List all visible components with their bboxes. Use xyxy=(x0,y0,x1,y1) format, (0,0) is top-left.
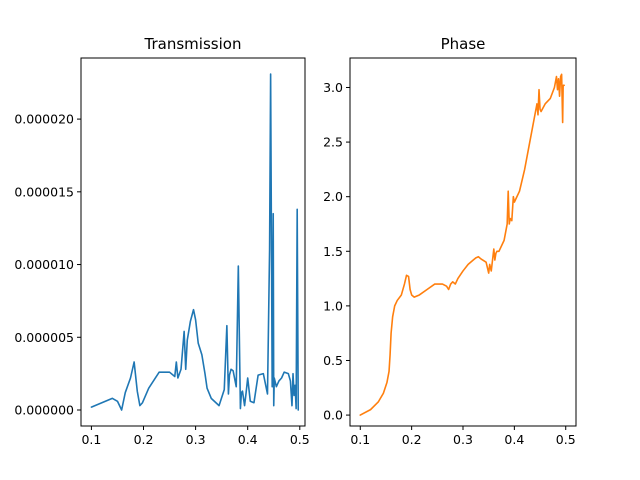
transmission-x-tick-label: 0.2 xyxy=(134,432,154,447)
transmission-axes-frame xyxy=(80,57,306,427)
transmission-y-tick-label: 0.000015 xyxy=(14,184,74,199)
phase-y-tick-label: 0.0 xyxy=(323,408,343,423)
transmission-series-line xyxy=(90,73,300,411)
phase-y-tick-label: 3.0 xyxy=(323,80,343,95)
phase-y-tick-label: 0.5 xyxy=(323,353,343,368)
phase-x-tick-label: 0.4 xyxy=(504,432,524,447)
phase-x-tick-label: 0.3 xyxy=(453,432,473,447)
phase-x-tick-label: 0.5 xyxy=(556,432,576,447)
phase-x-tick-label: 0.1 xyxy=(350,432,370,447)
phase-axes-frame xyxy=(349,57,577,427)
transmission-ticks: 0.1 0.2 0.3 0.4 0.5 0.000000 0.000005 0.000010 0… xyxy=(14,112,309,447)
transmission-x-tick-label: 0.3 xyxy=(186,432,206,447)
transmission-y-tick-label: 0.000000 xyxy=(14,403,74,418)
phase-y-tick-label: 2.5 xyxy=(323,135,343,150)
phase-chart: Phase 0.1 0.2 0.3 0.4 0.5 0.0 0.5 1.0 1.5 2.0 2.5 3… xyxy=(323,35,577,447)
phase-y-tick-label: 2.0 xyxy=(323,189,343,204)
transmission-y-tick-label: 0.000010 xyxy=(14,257,74,272)
transmission-x-tick-label: 0.5 xyxy=(290,432,310,447)
phase-title: Phase xyxy=(441,35,486,53)
phase-y-tick-label: 1.5 xyxy=(323,244,343,259)
transmission-chart: Transmission 0.1 0.2 0.3 0.4 0.5 0.000000 0.00… xyxy=(14,35,309,447)
phase-ticks: 0.1 0.2 0.3 0.4 0.5 0.0 0.5 1.0 1.5 2.0 2.5 3.0 xyxy=(323,80,576,447)
transmission-x-tick-label: 0.4 xyxy=(238,432,258,447)
transmission-x-tick-label: 0.1 xyxy=(81,432,101,447)
phase-series-line xyxy=(359,73,565,416)
phase-y-tick-label: 1.0 xyxy=(323,298,343,313)
transmission-y-tick-label: 0.000005 xyxy=(14,330,74,345)
transmission-y-tick-label: 0.000020 xyxy=(14,112,74,127)
transmission-title: Transmission xyxy=(144,35,242,53)
phase-x-tick-label: 0.2 xyxy=(402,432,422,447)
